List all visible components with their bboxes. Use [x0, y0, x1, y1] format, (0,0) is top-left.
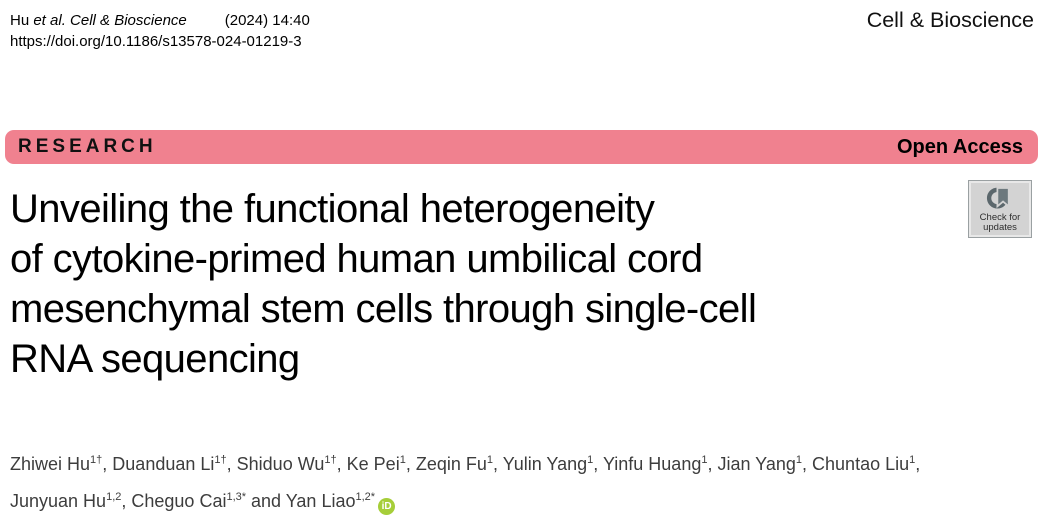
author-affiliation-sup: 1,2 [106, 491, 122, 503]
author-name: Yulin Yang [502, 454, 588, 474]
check-for-updates-label: Check for updates [979, 211, 1021, 233]
author-affiliation-sup: 1,2* [355, 491, 376, 503]
author-name: Cheguo Cai [131, 491, 227, 511]
author-name: Shiduo Wu [236, 454, 325, 474]
author-affiliation-sup: 1 [909, 454, 916, 466]
title-line-3: mesenchymal stem cells through single-ce… [10, 287, 757, 331]
author-name: Ke Pei [346, 454, 400, 474]
article-title: Unveiling the functional heterogeneity o… [10, 184, 970, 384]
citation-author: Hu [10, 12, 34, 29]
author-name: Yan Liao [285, 491, 356, 511]
author-name: Duanduan Li [112, 454, 215, 474]
author-list: Zhiwei Hu1†, Duanduan Li1†, Shiduo Wu1†,… [10, 454, 921, 511]
authors-line: Zhiwei Hu1†, Duanduan Li1†, Shiduo Wu1†,… [10, 446, 1020, 520]
open-access-label: Open Access [897, 135, 1023, 158]
author-name: Zhiwei Hu [10, 454, 91, 474]
doi-link[interactable]: https://doi.org/10.1186/s13578-024-01219… [10, 33, 302, 50]
author-name: Junyuan Hu [10, 491, 107, 511]
author-name: Jian Yang [717, 454, 796, 474]
author-affiliation-sup: 1 [587, 454, 594, 466]
author-affiliation-sup: 1 [399, 454, 406, 466]
author-affiliation-sup: 1 [486, 454, 494, 466]
author-affiliation-sup: 1,3* [226, 491, 247, 503]
citation-issue: (2024) 14:40 [224, 12, 310, 29]
author-affiliation-sup: 1† [324, 454, 337, 466]
author-affiliation-sup: 1† [214, 454, 227, 466]
title-line-4: RNA sequencing [10, 337, 300, 381]
crossmark-icon [986, 185, 1014, 213]
author-name: Zeqin Fu [415, 454, 487, 474]
title-line-2: of cytokine-primed human umbilical cord [10, 237, 703, 281]
article-type-banner: RESEARCH Open Access [5, 130, 1038, 164]
title-line-1: Unveiling the functional heterogeneity [10, 187, 655, 231]
check-for-updates-badge[interactable]: Check for updates [968, 180, 1032, 238]
author-affiliation-sup: 1 [701, 454, 708, 466]
journal-name: Cell & Bioscience [866, 8, 1034, 32]
author-name: Yinfu Huang [602, 454, 702, 474]
article-type-label: RESEARCH [18, 136, 157, 157]
orcid-icon[interactable]: iD [378, 498, 396, 515]
citation-line: Hu et al. Cell & Bioscience (2024) 14:40 [10, 10, 310, 31]
author-name: Chuntao Liu [812, 454, 910, 474]
citation-journal-italic: et al. Cell & Bioscience [33, 12, 187, 29]
author-affiliation-sup: 1† [90, 454, 103, 466]
author-affiliation-sup: 1 [795, 454, 803, 466]
citation-block: Hu et al. Cell & Bioscience (2024) 14:40 … [10, 10, 310, 52]
